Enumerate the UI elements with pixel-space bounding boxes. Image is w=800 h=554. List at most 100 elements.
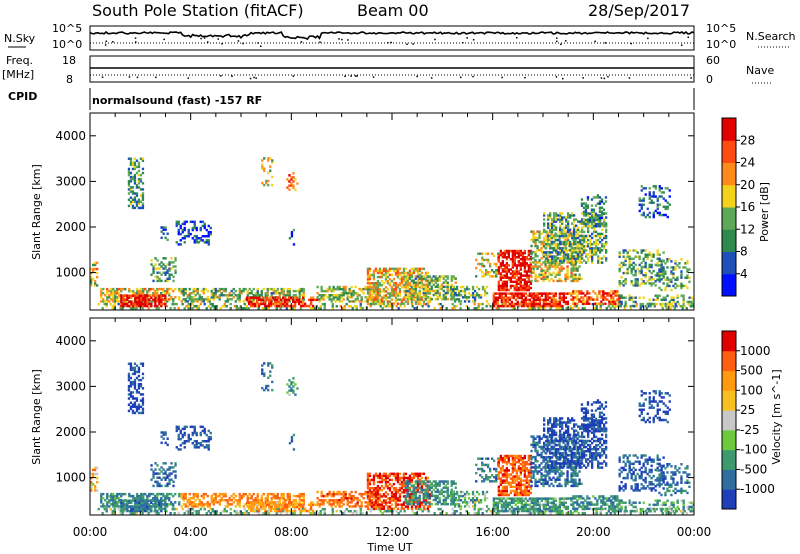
power-cell-1090 xyxy=(288,300,291,303)
power-cell-3281 xyxy=(574,292,577,295)
power-cell-2557 xyxy=(534,236,537,240)
power-cell-752 xyxy=(164,267,167,270)
power-cell-1897 xyxy=(440,285,443,289)
power-cell-3710 xyxy=(662,266,665,269)
power-cell-1887 xyxy=(438,295,441,299)
power-cell-292 xyxy=(599,307,602,310)
power-cell-2226 xyxy=(519,284,522,288)
power-cell-3155 xyxy=(589,238,592,242)
nsky-dot-30 xyxy=(134,37,137,39)
power-cell-3692 xyxy=(668,195,671,198)
velocity-cell-342 xyxy=(683,510,686,513)
power-cell-3559 xyxy=(646,253,649,256)
power-cell-2117 xyxy=(503,276,506,279)
power-cell-3163 xyxy=(591,255,594,258)
power-cell-1348 xyxy=(346,298,349,301)
power-cell-2694 xyxy=(558,267,561,270)
power-cell-1163 xyxy=(270,304,273,308)
power-colorbar-label-4: 20 xyxy=(740,178,755,192)
power-cell-1556 xyxy=(388,269,392,273)
power-cell-2818 xyxy=(578,273,581,276)
power-cell-1541 xyxy=(386,288,390,291)
power-cell-91 xyxy=(213,305,216,308)
power-cell-1088 xyxy=(286,289,289,293)
power-cell-2910 xyxy=(553,234,556,238)
power-cell-3536 xyxy=(640,251,643,254)
power-cell-1270 xyxy=(292,176,295,179)
power-cell-3405 xyxy=(590,208,594,211)
power-cell-8 xyxy=(92,269,95,273)
power-cell-3488 xyxy=(628,259,631,263)
velocity-cell-538 xyxy=(128,499,131,502)
power-cell-2320 xyxy=(494,298,497,302)
velocity-cell-889 xyxy=(188,503,191,506)
power-cell-2520 xyxy=(530,271,533,274)
power-cell-2775 xyxy=(572,275,575,279)
power-colorbar-label: Power [dB] xyxy=(758,182,771,242)
power-cell-1609 xyxy=(398,282,402,285)
power-cell-691 xyxy=(137,178,141,181)
power-cell-965 xyxy=(226,300,229,303)
power-cell-2336 xyxy=(500,296,503,299)
velocity-cell-15 xyxy=(94,468,97,472)
power-cell-3079 xyxy=(579,257,582,260)
power-cell-384 xyxy=(114,298,117,301)
velocity-cell-779 xyxy=(174,462,177,465)
power-cell-2066 xyxy=(495,262,498,266)
freq-traces xyxy=(90,67,694,80)
power-cell-535 xyxy=(128,304,131,308)
power-cell-3585 xyxy=(654,274,657,277)
power-cell-1663 xyxy=(408,290,412,293)
power-cell-3819 xyxy=(662,298,665,302)
power-cell-460 xyxy=(150,294,153,297)
power-cell-3695 xyxy=(656,274,659,277)
power-cell-819 xyxy=(187,235,190,238)
power-cell-2774 xyxy=(572,277,575,281)
power-cell-557 xyxy=(138,304,141,308)
power-cell-3491 xyxy=(628,249,631,252)
power-cell-1425 xyxy=(366,286,370,289)
velocity-cell-521 xyxy=(120,499,123,502)
power-cell-2180 xyxy=(513,284,516,288)
power-cell-422 xyxy=(132,300,135,303)
power-cell-168 xyxy=(355,307,358,310)
power-cell-7 xyxy=(92,278,95,281)
power-cell-2693 xyxy=(558,269,561,272)
power-cell-1530 xyxy=(384,279,388,283)
power-cell-701 xyxy=(139,180,143,183)
power-cell-2980 xyxy=(563,255,566,258)
velocity-cell-84 xyxy=(205,512,208,515)
power-cell-3327 xyxy=(598,290,601,293)
power-cell-1058 xyxy=(272,287,275,291)
power-cell-2870 xyxy=(549,259,552,262)
power-cell-3763 xyxy=(680,258,683,261)
power-cell-3708 xyxy=(662,272,665,275)
velocity-cell-19 xyxy=(96,476,99,480)
power-cell-2683 xyxy=(556,261,559,264)
freq-label: Freq. xyxy=(6,54,33,67)
power-cell-833 xyxy=(193,224,196,228)
power-cell-1277 xyxy=(290,232,294,236)
power-cell-3073 xyxy=(577,236,580,240)
power-cell-1147 xyxy=(260,302,263,306)
velocity-cell-943 xyxy=(214,501,217,504)
power-cell-227 xyxy=(485,305,488,308)
power-cell-578 xyxy=(144,296,147,299)
power-cell-1079 xyxy=(282,292,285,295)
power-cell-2073 xyxy=(497,284,500,288)
power-cell-1358 xyxy=(350,296,353,299)
power-cell-1189 xyxy=(284,300,287,304)
power-cell-208 xyxy=(445,307,448,310)
power-cell-3497 xyxy=(630,263,633,267)
power-cell-1910 xyxy=(444,293,447,297)
power-cell-520 xyxy=(120,296,123,299)
power-cell-1366 xyxy=(352,289,355,293)
power-cell-199 xyxy=(421,305,424,308)
velocity-cell-613 xyxy=(162,507,165,511)
power-cell-956 xyxy=(220,292,223,295)
power-cell-786 xyxy=(164,236,167,240)
power-cell-215 xyxy=(459,302,462,306)
power-cell-2761 xyxy=(570,267,573,270)
power-cell-3801 xyxy=(638,296,641,299)
power-cell-1466 xyxy=(372,269,376,273)
